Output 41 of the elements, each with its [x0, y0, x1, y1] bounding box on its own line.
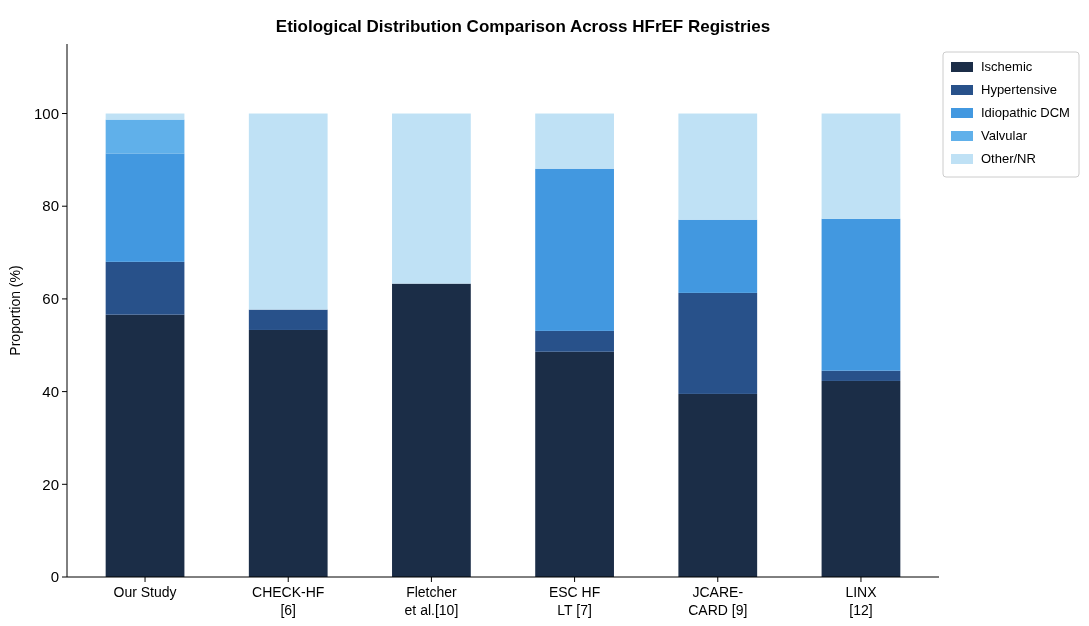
bar — [248, 309, 328, 330]
bar — [678, 113, 758, 220]
bar — [821, 113, 901, 219]
bar — [678, 393, 758, 577]
bar — [821, 218, 901, 371]
y-tick-label: 100 — [33, 104, 59, 122]
bar — [678, 292, 758, 394]
bar — [392, 113, 471, 284]
bar — [105, 314, 185, 577]
bar — [535, 168, 614, 331]
bar — [535, 330, 614, 352]
y-tick-label: 60 — [42, 290, 59, 308]
legend-label: Idiopathic DCM — [981, 105, 1070, 120]
bar — [392, 283, 471, 577]
x-tick-label: Our Study — [113, 584, 177, 600]
legend-label: Ischemic — [981, 59, 1033, 74]
x-tick-label: JCARE- CARD [9] — [688, 584, 748, 618]
chart-title: Etiological Distribution Comparison Across HFrEF Registries — [275, 17, 771, 36]
bar — [821, 380, 901, 577]
x-tick-label: ESC HF LT [7] — [548, 584, 601, 618]
bar — [821, 370, 901, 381]
bar — [678, 219, 758, 293]
bar — [248, 329, 328, 577]
x-tick-label: LINX [12] — [845, 584, 878, 618]
bar — [105, 113, 185, 120]
bar — [105, 153, 185, 262]
legend-label: Other/NR — [981, 151, 1036, 166]
x-tick-label: Fletcher et al.[10] — [404, 584, 459, 618]
bar — [105, 119, 185, 154]
y-tick-label: 40 — [42, 382, 59, 400]
legend-label: Hypertensive — [981, 82, 1057, 97]
bar — [105, 261, 185, 315]
y-tick-label: 80 — [42, 197, 59, 215]
x-tick-label: CHECK-HF [6] — [252, 584, 325, 618]
y-axis-title: Proportion (%) — [7, 265, 23, 356]
bar — [535, 113, 614, 169]
y-tick-label: 20 — [42, 475, 59, 493]
legend-label: Valvular — [981, 128, 1028, 143]
bar — [535, 351, 614, 577]
y-tick-label: 0 — [50, 568, 59, 586]
bar — [248, 113, 328, 310]
